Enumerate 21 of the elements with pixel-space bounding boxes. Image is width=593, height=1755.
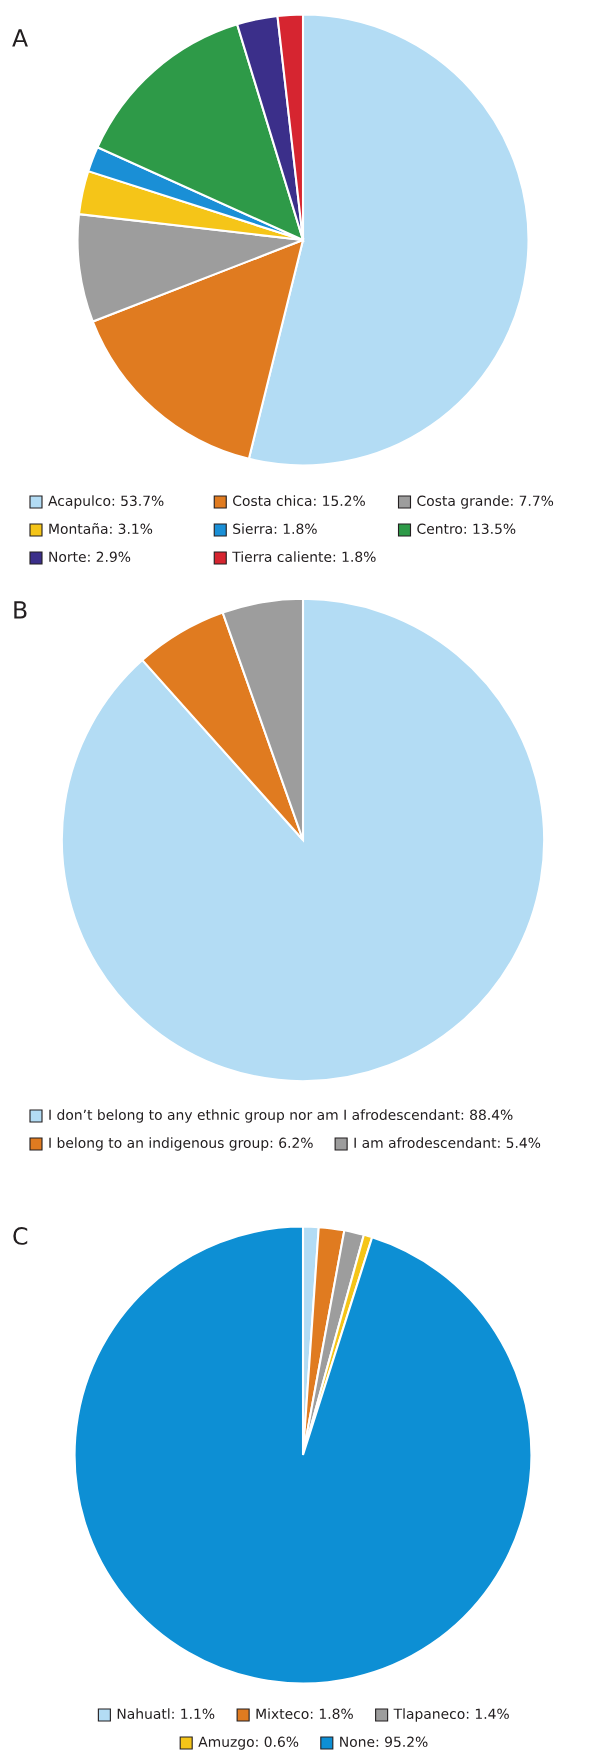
legend-label: None: 95.2% [340,1736,428,1748]
legend-label: Norte: 2.9% [49,551,131,563]
pie-slice [73,1225,533,1685]
legend-label: I belong to an indigenous group: 6.2% [49,1137,313,1151]
legend-label: I am afrodescendant: 5.4% [354,1137,541,1149]
legend-label: Mixteco: 1.8% [256,1708,353,1720]
legend-label: Tierra caliente: 1.8% [232,551,376,563]
legend-label: Costa chica: 15.2% [233,495,365,507]
legend-label: Montaña: 3.1% [49,523,153,535]
pie-slice [60,597,546,1083]
legend-label: Costa grande: 7.7% [417,495,554,509]
legend-label: Acapulco: 53.7% [48,495,164,509]
legend-label: I don’t belong to any ethnic group nor am I afrodescendant: 88.4% [49,1109,513,1123]
chart-title: B [14,601,27,619]
legend-label: Amuzgo: 0.6% [198,1736,299,1750]
legend-label: Nahuatl: 1.1% [117,1708,215,1720]
chart-title: A [12,29,28,47]
legend-label: Tlapaneco: 1.4% [393,1708,509,1722]
chart-title: C [13,1226,28,1245]
legend-label: Sierra: 1.8% [233,523,317,535]
legend-label: Centro: 13.5% [417,523,516,535]
